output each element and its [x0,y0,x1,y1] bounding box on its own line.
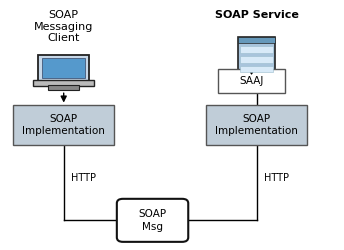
Text: SOAP
Implementation: SOAP Implementation [215,114,298,136]
Text: HTTP: HTTP [71,172,96,182]
Text: SOAP
Implementation: SOAP Implementation [22,114,105,136]
FancyBboxPatch shape [238,37,275,75]
FancyBboxPatch shape [240,66,273,72]
FancyBboxPatch shape [238,37,275,43]
FancyBboxPatch shape [240,46,273,53]
FancyBboxPatch shape [13,106,115,144]
Text: SOAP
Messaging
Client: SOAP Messaging Client [34,10,93,43]
FancyBboxPatch shape [206,106,308,144]
Text: SOAP Service: SOAP Service [215,10,299,20]
FancyBboxPatch shape [49,86,79,90]
Text: SOAP
Msg: SOAP Msg [139,209,166,232]
FancyBboxPatch shape [33,80,94,86]
FancyBboxPatch shape [236,74,278,78]
FancyBboxPatch shape [38,55,89,81]
Text: SAAJ: SAAJ [239,76,264,86]
FancyBboxPatch shape [240,56,273,63]
Text: HTTP: HTTP [264,172,289,182]
FancyBboxPatch shape [117,199,188,242]
FancyBboxPatch shape [218,69,286,93]
FancyBboxPatch shape [42,58,85,78]
